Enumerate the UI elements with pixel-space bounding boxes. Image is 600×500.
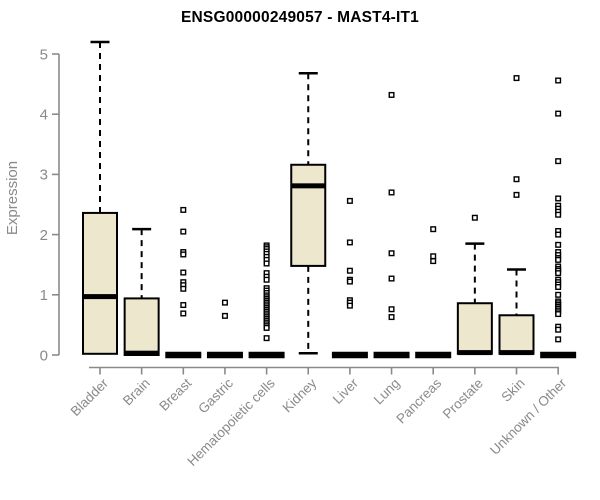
outlier-point xyxy=(555,311,562,318)
outlier-point xyxy=(388,314,395,321)
y-axis-title: Expression xyxy=(4,160,21,236)
outlier-point xyxy=(263,276,270,283)
collapsed-box xyxy=(206,351,243,359)
y-tick-label: 0 xyxy=(40,347,48,364)
box-group-unknown-other xyxy=(540,77,577,359)
collapsed-box xyxy=(165,351,202,359)
outlier-point xyxy=(555,211,562,218)
outlier-point xyxy=(388,275,395,282)
outlier-point xyxy=(180,206,187,213)
outlier-point xyxy=(388,189,395,196)
outlier-point xyxy=(346,197,353,204)
outlier-point xyxy=(221,299,228,306)
collapsed-box xyxy=(248,351,285,359)
x-category-label: Kidney xyxy=(280,375,320,415)
outlier-point xyxy=(346,278,353,285)
outlier-point xyxy=(555,195,562,202)
collapsed-box xyxy=(373,351,410,359)
collapsed-box xyxy=(415,351,452,359)
iqr-box xyxy=(456,302,493,355)
iqr-box xyxy=(290,163,327,267)
outlier-point xyxy=(388,91,395,98)
outlier-point xyxy=(346,267,353,274)
outlier-point xyxy=(513,75,520,82)
collapsed-box xyxy=(331,351,368,359)
median-line xyxy=(499,350,534,356)
outlier-point xyxy=(555,270,562,277)
box-group-gastric xyxy=(206,299,243,359)
x-category-label: Pancreas xyxy=(393,375,444,426)
outlier-point xyxy=(555,256,562,263)
box-group-liver xyxy=(331,197,368,359)
outlier-point xyxy=(555,326,562,333)
outlier-point xyxy=(555,241,562,248)
outlier-point xyxy=(513,176,520,183)
outlier-point xyxy=(555,291,562,298)
outlier-point xyxy=(221,312,228,319)
x-category-label: Liver xyxy=(330,375,362,407)
outlier-point xyxy=(263,260,270,267)
box-group-breast xyxy=(165,206,202,359)
outlier-point xyxy=(430,253,437,260)
outlier-point xyxy=(180,310,187,317)
median-line xyxy=(457,350,492,356)
x-category-label: Breast xyxy=(156,375,194,413)
x-category-label: Gastric xyxy=(195,375,236,416)
outlier-point xyxy=(555,77,562,84)
outlier-point xyxy=(180,251,187,258)
y-tick-label: 4 xyxy=(40,106,48,123)
outlier-point xyxy=(180,285,187,292)
outlier-point xyxy=(346,302,353,309)
y-tick-label: 1 xyxy=(40,287,48,304)
box-group-brain xyxy=(123,227,160,356)
outlier-point xyxy=(263,324,270,331)
x-category-label: Bladder xyxy=(68,375,112,419)
outlier-point xyxy=(388,250,395,257)
box-group-prostate xyxy=(456,214,493,356)
outlier-point xyxy=(555,231,562,238)
box-group-pancreas xyxy=(415,226,452,359)
outlier-point xyxy=(180,228,187,235)
outlier-point xyxy=(346,239,353,246)
y-tick-label: 3 xyxy=(40,167,48,184)
outlier-point xyxy=(263,335,270,342)
y-tick-label: 2 xyxy=(40,227,48,244)
x-category-label: Unknown / Other xyxy=(487,375,570,458)
iqr-box xyxy=(82,211,118,355)
outlier-point xyxy=(471,214,478,221)
median-line xyxy=(83,294,117,300)
collapsed-box xyxy=(540,351,577,359)
box-group-hematopoietic-cells xyxy=(248,242,285,359)
outlier-point xyxy=(555,158,562,165)
outlier-point xyxy=(388,306,395,313)
chart-title: ENSG00000249057 - MAST4-IT1 xyxy=(180,9,419,26)
outlier-point xyxy=(513,191,520,198)
iqr-box xyxy=(123,297,160,356)
outlier-point xyxy=(430,226,437,233)
x-category-label: Brain xyxy=(120,376,153,409)
outlier-point xyxy=(555,336,562,343)
box-group-skin xyxy=(498,75,535,356)
y-tick-label: 5 xyxy=(40,46,48,63)
y-axis: 0 1 2 3 4 5 xyxy=(40,46,60,364)
outlier-point xyxy=(180,302,187,309)
box-group-bladder xyxy=(82,40,118,355)
iqr-box xyxy=(498,314,535,355)
outlier-point xyxy=(180,269,187,276)
x-category-label: Lung xyxy=(371,376,403,408)
x-category-label: Prostate xyxy=(440,376,486,422)
box-group-kidney xyxy=(290,72,327,355)
outlier-point xyxy=(555,110,562,117)
outlier-point xyxy=(430,258,437,265)
box-group-lung xyxy=(373,91,410,359)
median-line xyxy=(291,183,326,189)
x-category-label: Skin xyxy=(498,376,527,405)
median-line xyxy=(124,350,159,356)
outlier-point xyxy=(555,283,562,290)
